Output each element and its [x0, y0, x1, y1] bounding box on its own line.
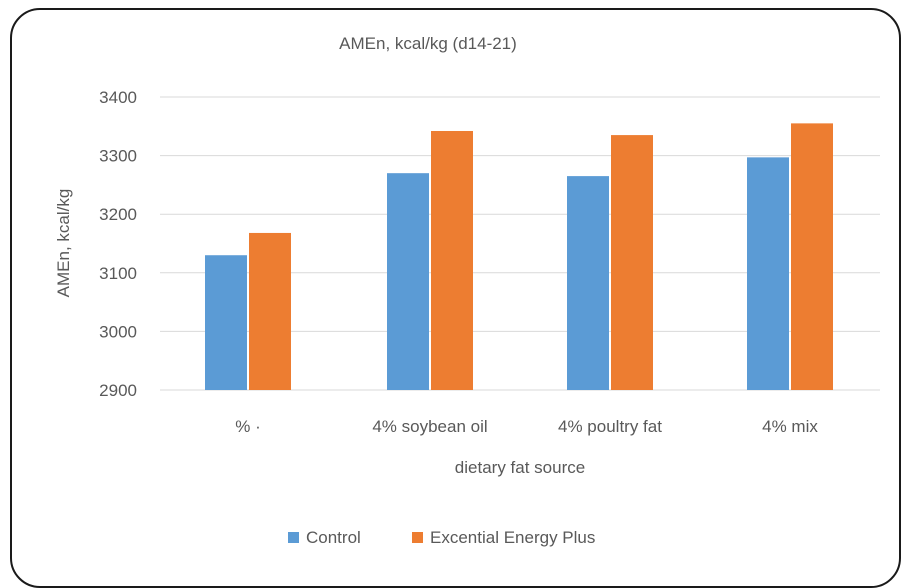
y-tick-label: 3000 [99, 322, 137, 341]
bar-excential-energy-plus [249, 232, 291, 390]
y-tick-label: 3200 [99, 205, 137, 224]
y-tick-label: 3100 [99, 264, 137, 283]
bar-chart: AMEn, kcal/kg (d14-21) 2900 3000 3100 3200 3… [54, 34, 880, 547]
bar-control [205, 255, 247, 390]
legend-label: Control [306, 528, 361, 547]
legend-swatch [288, 532, 299, 543]
y-tick-label: 3400 [99, 88, 137, 107]
bar-excential-energy-plus [431, 130, 473, 390]
x-axis-title: dietary fat source [455, 458, 585, 477]
y-axis-title: AMEn, kcal/kg [54, 189, 73, 298]
x-tick-label: 4% poultry fat [558, 417, 662, 436]
bar-control [387, 173, 429, 390]
bar-control [567, 176, 609, 390]
bar-control [747, 157, 789, 390]
x-tick-label: % · [235, 417, 261, 436]
x-axis-ticks: % · 4% soybean oil 4% poultry fat 4% mix [235, 417, 818, 436]
bars [205, 123, 833, 391]
y-tick-label: 3300 [99, 147, 137, 166]
legend: Control Excential Energy Plus [288, 528, 595, 547]
y-axis-ticks: 2900 3000 3100 3200 3300 3400 [99, 88, 137, 400]
y-tick-label: 2900 [99, 381, 137, 400]
bar-excential-energy-plus [791, 123, 833, 391]
bar-excential-energy-plus [611, 135, 653, 390]
chart-title: AMEn, kcal/kg (d14-21) [339, 34, 517, 53]
x-tick-label: 4% soybean oil [372, 417, 487, 436]
legend-swatch [412, 532, 423, 543]
x-tick-label: 4% mix [762, 417, 818, 436]
legend-label: Excential Energy Plus [430, 528, 595, 547]
